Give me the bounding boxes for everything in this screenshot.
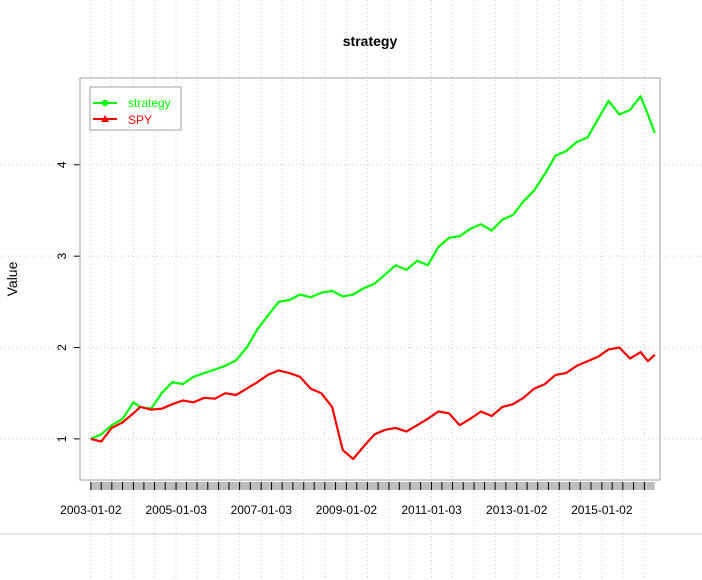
x-axis-date-bar — [90, 482, 655, 490]
y-axis: 1 2 3 4 — [55, 161, 80, 442]
x-tick-label-2: 2007-01-03 — [231, 503, 293, 517]
legend: strategy SPY — [89, 86, 182, 131]
x-tick-label-0: 2003-01-02 — [60, 503, 122, 517]
series-lines — [90, 95, 656, 461]
plot-frame — [79, 77, 661, 481]
x-tick-label-5: 2013-01-02 — [486, 503, 548, 517]
y-tick-label-1: 2 — [55, 344, 69, 351]
x-axis-tick-labels: 2003-01-02 2005-01-03 2007-01-03 2009-01-02… — [60, 503, 633, 517]
legend-label-spy: SPY — [128, 113, 152, 127]
legend-box — [89, 86, 182, 131]
date-bar — [90, 482, 655, 490]
legend-marker-strategy — [101, 99, 109, 107]
x-tick-label-6: 2015-01-02 — [571, 503, 633, 517]
y-tick-label-2: 3 — [55, 253, 69, 260]
y-tick-label-3: 4 — [55, 161, 69, 168]
x-tick-label-3: 2009-01-02 — [316, 503, 378, 517]
chart-title: strategy — [343, 33, 398, 49]
y-tick-label-0: 1 — [55, 435, 69, 442]
x-tick-label-1: 2005-01-03 — [145, 503, 207, 517]
y-axis-title: Value — [4, 261, 20, 296]
legend-marker-spy — [101, 115, 109, 122]
series-line-strategy — [90, 95, 656, 440]
series-line-spy — [90, 346, 656, 461]
legend-label-strategy: strategy — [128, 96, 171, 110]
x-tick-label-4: 2011-01-03 — [401, 503, 462, 517]
